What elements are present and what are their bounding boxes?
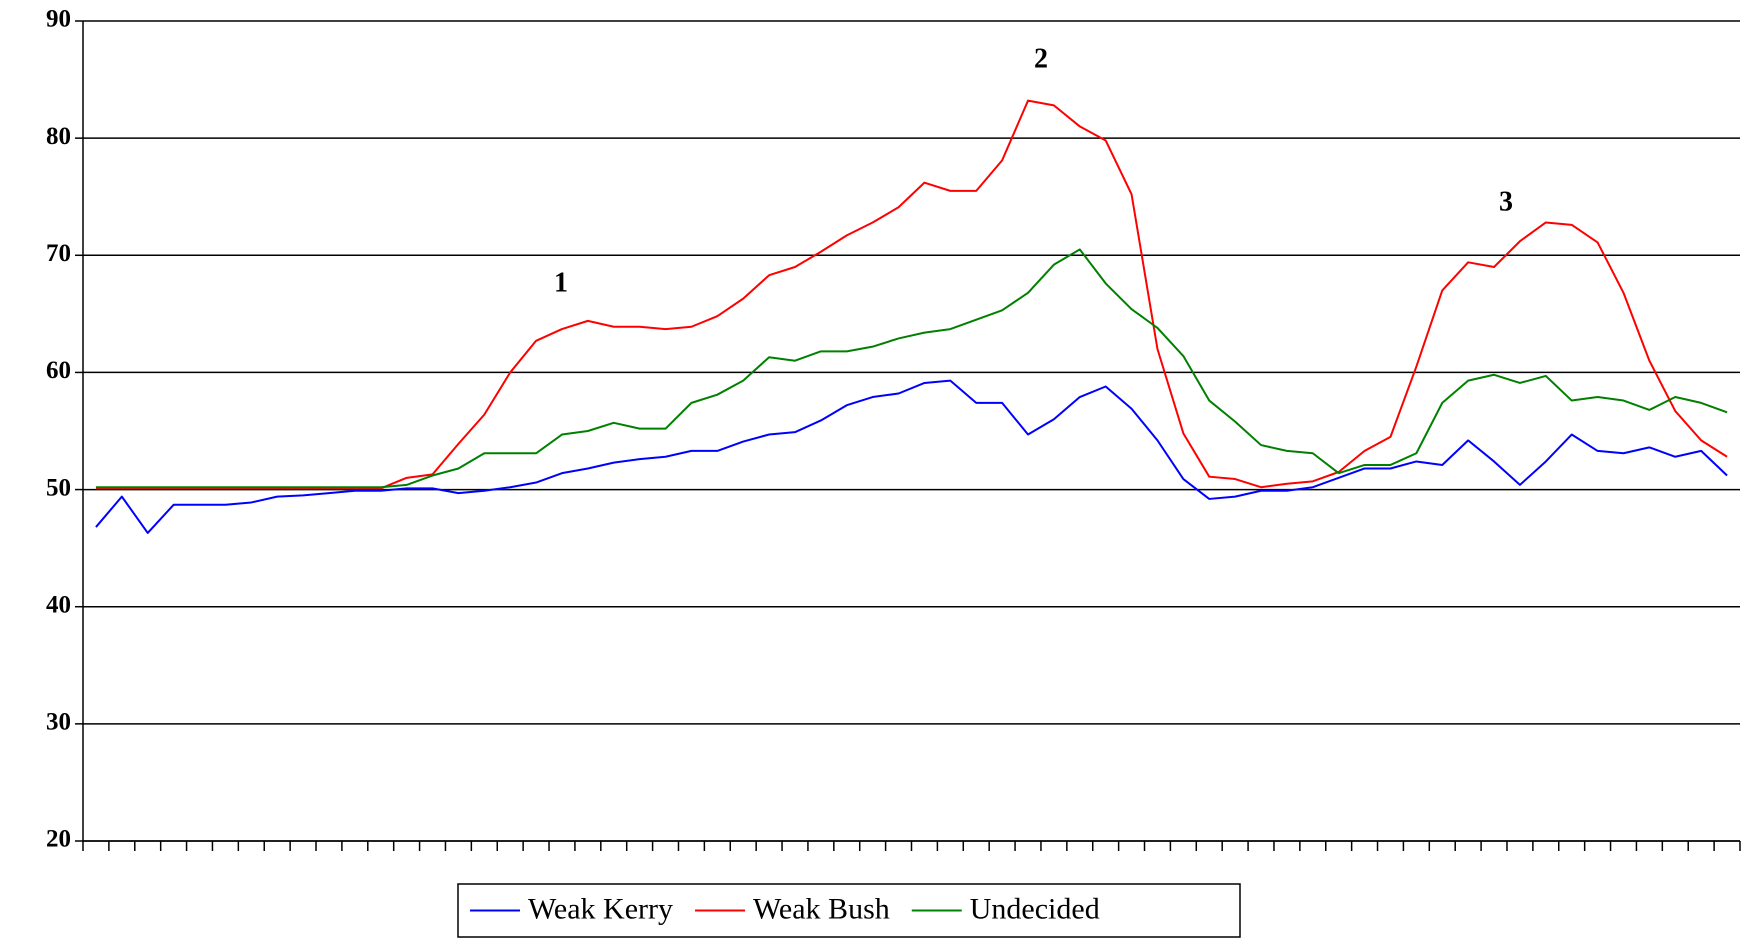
- legend-label: Weak Bush: [753, 892, 890, 925]
- legend: Weak Kerry Weak Bush Undecided: [457, 883, 1241, 938]
- legend-box: [457, 883, 1241, 938]
- y-tick-label: 70: [46, 240, 71, 267]
- y-tick-label: 90: [46, 6, 71, 33]
- y-tick-label: 80: [46, 123, 71, 150]
- y-tick-label: 60: [46, 357, 71, 384]
- legend-label: Weak Kerry: [528, 892, 673, 925]
- legend-label: Undecided: [970, 892, 1100, 925]
- annotation: 1: [554, 267, 568, 298]
- y-tick-label: 30: [46, 709, 71, 736]
- series-line: [95, 248, 1728, 489]
- annotation: 2: [1034, 43, 1048, 74]
- y-tick-label: 40: [46, 591, 71, 618]
- series-line: [95, 99, 1728, 490]
- annotation: 3: [1499, 186, 1513, 217]
- y-tick-label: 50: [46, 474, 71, 501]
- y-tick-label: 20: [46, 826, 71, 853]
- series-line: [95, 379, 1728, 534]
